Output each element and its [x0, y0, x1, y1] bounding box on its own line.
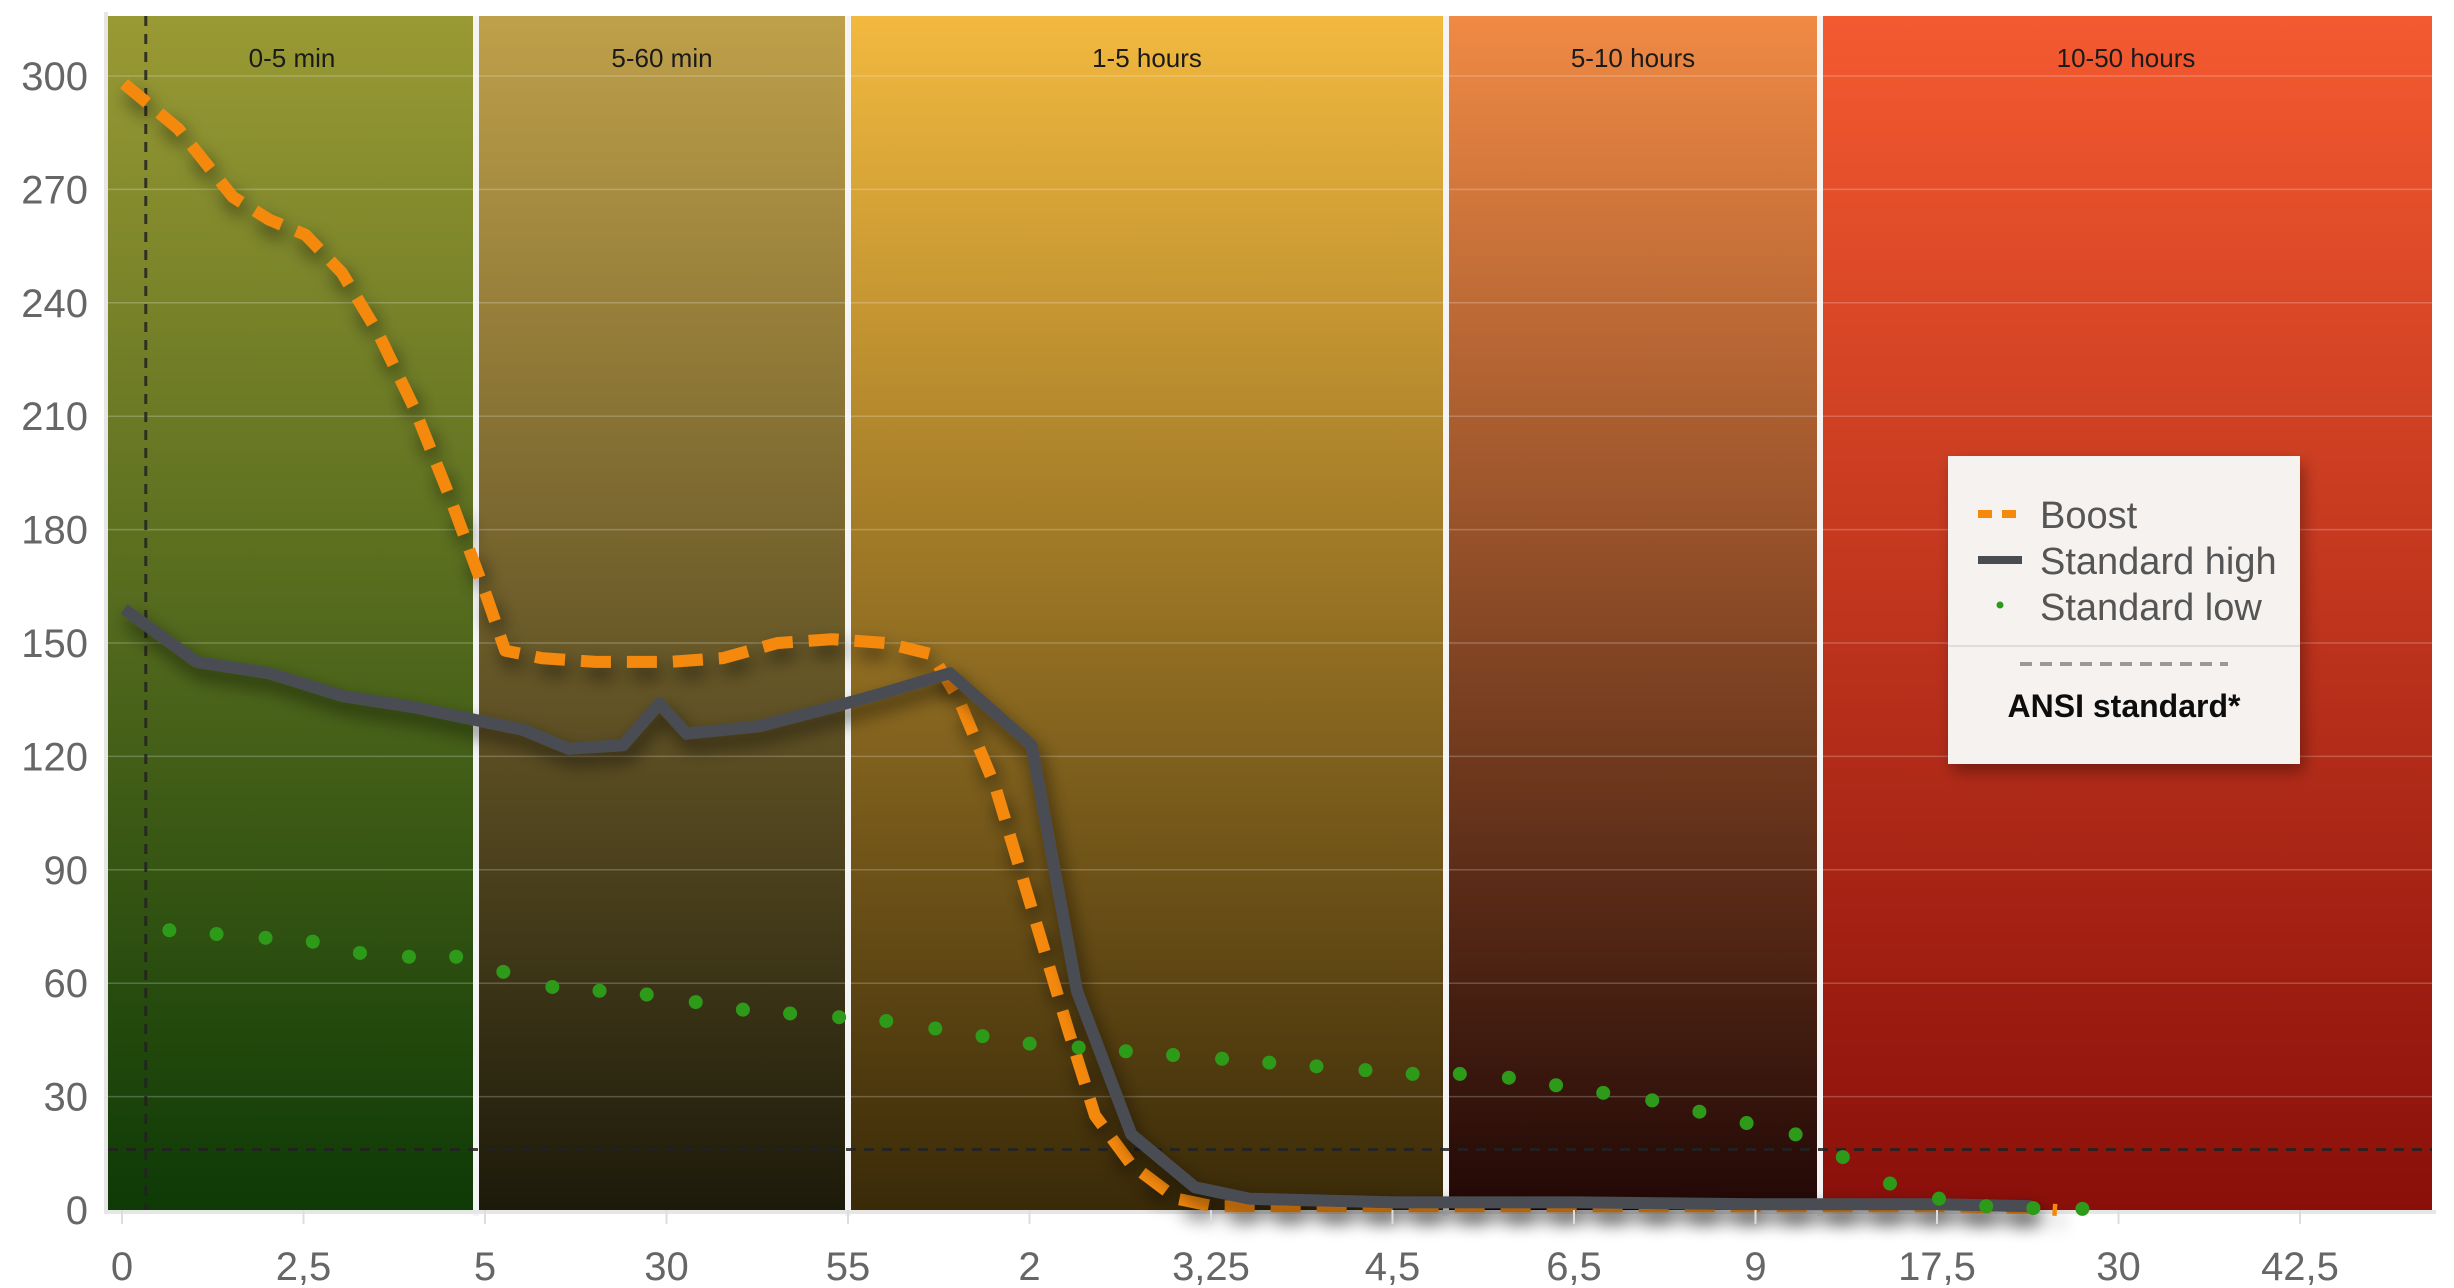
band-separator [473, 16, 479, 1216]
point-standard-low-3 [305, 934, 320, 949]
y-axis-ticks: 0 30 60 90 120 150 180 210 240 270 300 [21, 55, 88, 1233]
point-standard-low-17 [975, 1029, 990, 1044]
point-standard-low-4 [352, 945, 367, 960]
point-standard-low-2 [258, 930, 273, 945]
point-standard-low-21 [1166, 1048, 1181, 1063]
x-tick-30-3: 30 [644, 1245, 689, 1288]
x-tick-30-11: 30 [2096, 1245, 2141, 1288]
point-standard-low-19 [1071, 1040, 1086, 1055]
point-standard-low-29 [1549, 1078, 1564, 1093]
point-standard-low-6 [449, 949, 464, 964]
point-standard-low-8 [545, 979, 560, 994]
band-label-1-5-hours: 1-5 hours [1092, 43, 1202, 73]
legend-label-standard-low: Standard low [2040, 587, 2262, 629]
legend: Boost Standard high Standard low ANSI st… [1948, 456, 2300, 764]
band-label-5-10-hours: 5-10 hours [1571, 43, 1695, 73]
x-tick-42-5-12: 42,5 [2261, 1245, 2339, 1288]
y-tick-300: 300 [21, 55, 88, 99]
y-tick-60: 60 [44, 962, 89, 1006]
point-standard-low-18 [1022, 1036, 1037, 1051]
y-tick-180: 180 [21, 509, 88, 553]
x-tick-2-5: 2 [1018, 1245, 1040, 1288]
y-tick-210: 210 [21, 395, 88, 439]
legend-label-boost: Boost [2040, 495, 2138, 537]
point-standard-low-40 [2075, 1201, 2090, 1216]
x-tick-2-5-1: 2,5 [276, 1245, 332, 1288]
band-0-5-min [108, 16, 476, 1210]
y-tick-150: 150 [21, 622, 88, 666]
point-standard-low-10 [639, 987, 654, 1002]
point-standard-low-37 [1932, 1191, 1946, 1206]
y-tick-120: 120 [21, 735, 88, 779]
legend-swatch-standard-low [1996, 601, 2004, 609]
legend-box [1948, 456, 2300, 764]
point-standard-low-34 [1788, 1127, 1803, 1142]
band-5-10-hours [1446, 16, 1820, 1210]
point-standard-low-28 [1501, 1070, 1516, 1085]
band-label-5-60-min: 5-60 min [611, 43, 712, 73]
band-5-60-min [476, 16, 848, 1210]
x-tick-6-5-8: 6,5 [1546, 1245, 1602, 1288]
x-tick-0-0: 0 [111, 1245, 133, 1288]
band-separator [845, 16, 851, 1216]
plot-bottom-edge [104, 1210, 2436, 1214]
y-tick-90: 90 [44, 849, 89, 893]
point-standard-low-30 [1596, 1085, 1611, 1100]
point-standard-low-9 [592, 983, 607, 998]
y-tick-240: 240 [21, 282, 88, 326]
band-label-0-5-min: 0-5 min [249, 43, 336, 73]
y-tick-270: 270 [21, 168, 88, 212]
point-standard-low-14 [832, 1010, 847, 1025]
point-standard-low-31 [1645, 1093, 1660, 1108]
point-standard-low-36 [1882, 1176, 1897, 1191]
legend-label-standard-high: Standard high [2040, 541, 2277, 583]
point-standard-low-24 [1309, 1059, 1324, 1074]
point-standard-low-38 [1979, 1199, 1994, 1214]
plot-left-edge [104, 12, 108, 1214]
point-standard-low-22 [1215, 1051, 1230, 1066]
band-label-10-50-hours: 10-50 hours [2057, 43, 2196, 73]
point-standard-low-12 [735, 1002, 750, 1017]
ansi-reference-lines [108, 16, 2432, 1210]
point-standard-low-16 [928, 1021, 943, 1036]
point-standard-low-25 [1358, 1063, 1373, 1078]
point-standard-low-1 [209, 927, 224, 942]
y-tick-30: 30 [44, 1076, 89, 1120]
point-standard-low-32 [1692, 1104, 1707, 1119]
point-standard-low-20 [1118, 1044, 1133, 1059]
x-tick-3-25-6: 3,25 [1172, 1245, 1250, 1288]
point-standard-low-11 [688, 995, 703, 1010]
band-separator [1443, 16, 1449, 1216]
point-standard-low-26 [1405, 1066, 1420, 1081]
data-series [120, 78, 2090, 1216]
x-tick-9-9: 9 [1744, 1245, 1766, 1288]
x-tick-5-2: 5 [474, 1245, 496, 1288]
x-tick-4-5-7: 4,5 [1365, 1245, 1421, 1288]
legend-label-ansi: ANSI standard* [2008, 688, 2241, 724]
point-standard-low-5 [401, 949, 416, 964]
series-standard-low [162, 923, 2090, 1216]
point-standard-low-35 [1835, 1150, 1850, 1165]
y-tick-0: 0 [66, 1189, 88, 1233]
band-separator [1817, 16, 1823, 1216]
point-standard-low-39 [2026, 1201, 2041, 1216]
point-standard-low-23 [1262, 1055, 1277, 1070]
point-standard-low-13 [783, 1006, 798, 1021]
band-1-5-hours [848, 16, 1446, 1210]
point-standard-low-27 [1452, 1066, 1467, 1081]
x-tick-17-5-10: 17,5 [1898, 1245, 1976, 1288]
point-standard-low-0 [162, 923, 177, 938]
point-standard-low-7 [496, 964, 511, 979]
series-line-standard-high [120, 604, 2036, 1213]
point-standard-low-15 [879, 1014, 894, 1028]
x-axis-ticks: 0 2,5 5 30 55 2 3,25 4,5 6,5 9 17,5 30 42,5 [111, 1210, 2339, 1288]
x-tick-55-4: 55 [826, 1245, 871, 1288]
point-standard-low-33 [1739, 1116, 1754, 1131]
